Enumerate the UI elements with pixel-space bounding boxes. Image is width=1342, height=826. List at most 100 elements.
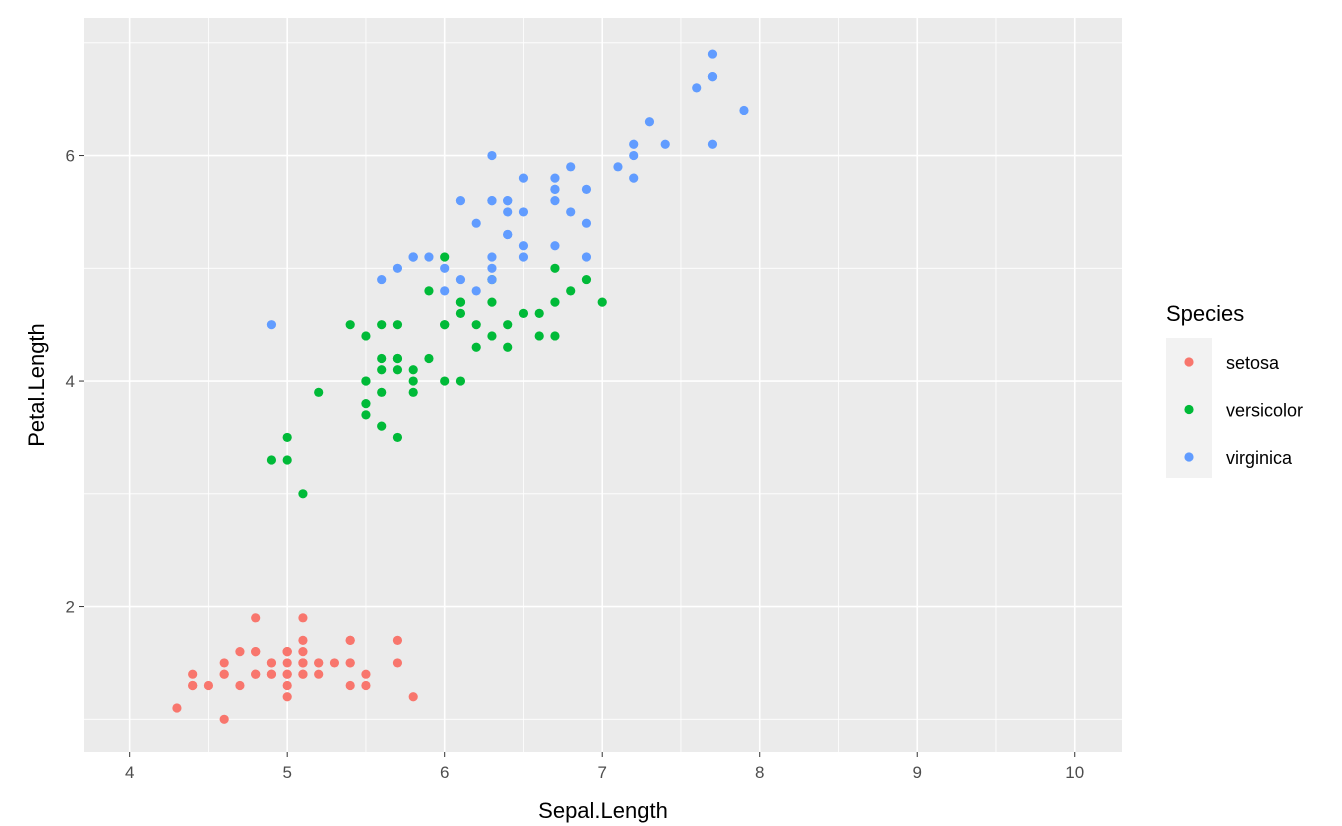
legend: Species setosa versicolor virginica xyxy=(1166,301,1303,478)
y-tick-label: 4 xyxy=(66,372,75,391)
point-versicolor xyxy=(440,320,450,330)
point-virginica xyxy=(392,263,403,273)
point-virginica xyxy=(629,173,639,183)
point-versicolor xyxy=(266,455,277,465)
point-versicolor xyxy=(534,331,544,341)
point-virginica xyxy=(487,196,497,206)
legend-key-versicolor xyxy=(1184,404,1194,415)
point-versicolor xyxy=(518,308,529,319)
point-setosa xyxy=(219,669,229,679)
point-setosa xyxy=(282,669,292,679)
point-virginica xyxy=(581,218,592,228)
point-setosa xyxy=(188,680,198,691)
point-setosa xyxy=(251,647,261,657)
point-virginica xyxy=(581,252,592,262)
point-virginica xyxy=(408,252,418,262)
legend-label-versicolor: versicolor xyxy=(1226,401,1303,421)
legend-key-setosa xyxy=(1184,357,1194,367)
point-versicolor xyxy=(408,365,418,375)
point-versicolor xyxy=(471,342,481,352)
point-versicolor xyxy=(314,387,324,397)
point-virginica xyxy=(550,184,560,194)
point-setosa xyxy=(392,635,403,645)
y-tick-label: 2 xyxy=(66,598,75,617)
point-versicolor xyxy=(581,274,592,285)
point-versicolor xyxy=(298,489,308,499)
point-setosa xyxy=(345,635,355,645)
point-virginica xyxy=(487,274,497,285)
point-virginica xyxy=(518,207,529,217)
gridlines xyxy=(84,18,1122,752)
point-setosa xyxy=(392,658,403,668)
point-virginica xyxy=(629,150,639,161)
point-setosa xyxy=(298,669,308,679)
point-virginica xyxy=(550,173,560,183)
point-virginica xyxy=(377,274,387,285)
point-virginica xyxy=(644,117,655,127)
point-virginica xyxy=(566,207,576,217)
point-virginica xyxy=(440,263,450,273)
x-tick-label: 7 xyxy=(597,763,606,782)
point-versicolor xyxy=(408,387,418,397)
legend-key-virginica xyxy=(1184,452,1194,462)
point-setosa xyxy=(345,658,355,668)
point-versicolor xyxy=(392,365,403,375)
x-tick-label: 8 xyxy=(755,763,764,782)
point-versicolor xyxy=(550,263,560,273)
point-setosa xyxy=(361,669,371,679)
point-setosa xyxy=(282,692,292,702)
point-virginica xyxy=(660,139,670,149)
point-virginica xyxy=(503,196,513,206)
point-versicolor xyxy=(503,320,513,330)
point-virginica xyxy=(550,241,560,251)
point-virginica xyxy=(518,252,529,262)
point-versicolor xyxy=(550,297,560,307)
point-setosa xyxy=(298,647,308,657)
point-versicolor xyxy=(377,353,387,364)
point-setosa xyxy=(251,669,261,679)
point-setosa xyxy=(251,613,261,623)
point-setosa xyxy=(298,658,308,668)
x-tick-label: 6 xyxy=(440,763,449,782)
legend-label-virginica: virginica xyxy=(1226,448,1293,468)
point-virginica xyxy=(707,139,718,149)
point-versicolor xyxy=(424,353,434,364)
point-virginica xyxy=(424,252,434,262)
point-versicolor xyxy=(566,286,576,296)
point-virginica xyxy=(613,162,623,172)
point-versicolor xyxy=(377,365,387,375)
y-tick-label: 6 xyxy=(66,147,75,166)
point-versicolor xyxy=(455,376,466,386)
point-versicolor xyxy=(455,308,466,319)
point-versicolor xyxy=(377,320,387,330)
point-versicolor xyxy=(345,320,355,330)
point-versicolor xyxy=(361,331,371,341)
point-versicolor xyxy=(424,286,434,296)
point-virginica xyxy=(503,207,513,217)
point-setosa xyxy=(235,680,245,691)
point-versicolor xyxy=(440,252,450,262)
y-axis-title: Petal.Length xyxy=(24,323,49,447)
point-versicolor xyxy=(550,331,560,341)
point-versicolor xyxy=(361,410,371,420)
point-virginica xyxy=(518,241,529,251)
point-versicolor xyxy=(471,320,481,330)
point-virginica xyxy=(566,162,576,172)
point-versicolor xyxy=(392,353,403,364)
point-setosa xyxy=(235,647,245,657)
x-tick-label: 9 xyxy=(913,763,922,782)
point-virginica xyxy=(518,173,529,183)
data-points xyxy=(172,49,749,724)
point-virginica xyxy=(266,320,277,330)
x-tick-label: 10 xyxy=(1065,763,1084,782)
point-versicolor xyxy=(282,432,292,443)
point-versicolor xyxy=(534,308,544,319)
point-virginica xyxy=(550,196,560,206)
point-setosa xyxy=(219,658,229,668)
point-virginica xyxy=(692,83,702,93)
point-versicolor xyxy=(503,342,513,352)
point-virginica xyxy=(707,72,718,82)
point-versicolor xyxy=(392,432,403,443)
point-versicolor xyxy=(487,297,497,307)
legend-title: Species xyxy=(1166,301,1244,326)
